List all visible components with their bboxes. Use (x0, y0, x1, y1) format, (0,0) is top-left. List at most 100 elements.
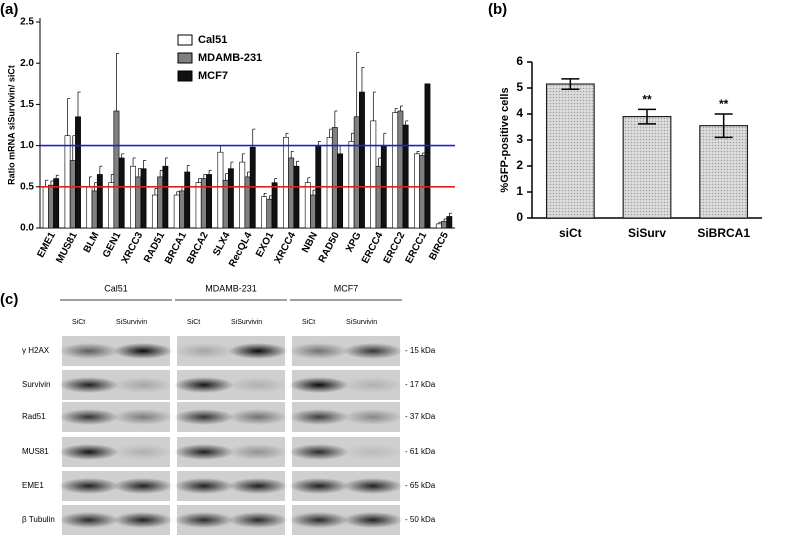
y-tick-label: 1.5 (20, 99, 34, 110)
bar (293, 165, 300, 229)
blot-band (174, 512, 234, 528)
y-tick-label: 1.0 (20, 140, 34, 151)
legend-label: MCF7 (198, 70, 228, 82)
bar (140, 168, 147, 229)
bar (331, 127, 338, 229)
y-tick-label: 0.0 (20, 223, 34, 234)
bar (91, 190, 98, 229)
blot-band (174, 377, 234, 393)
bar (261, 196, 268, 229)
bar (47, 184, 54, 229)
protein-label: EME1 (22, 481, 44, 490)
bar (370, 120, 377, 229)
panel-label: (b) (488, 1, 507, 18)
y-tick-label: 0.5 (20, 181, 34, 192)
size-label: - 50 kDa (405, 515, 436, 524)
y-axis-label: %GFP-positive cells (499, 87, 511, 192)
blot-band (113, 512, 173, 528)
legend-label: Cal51 (198, 34, 227, 46)
bar (446, 216, 453, 229)
blot-band (59, 409, 119, 425)
blot-band (174, 444, 234, 460)
x-tick-label: BIRC5 (427, 230, 451, 262)
bar (108, 182, 115, 229)
significance-mark: ** (719, 97, 729, 111)
bar (130, 165, 136, 229)
cell-line-label: MDAMB-231 (205, 283, 257, 293)
bar (271, 182, 278, 229)
condition-label: SiSurvivin (116, 319, 147, 326)
bar (53, 178, 60, 229)
x-tick-label: EXO1 (254, 230, 276, 259)
bar (545, 83, 595, 219)
blot-band (289, 478, 349, 494)
protein-label: β Tubulin (22, 515, 55, 524)
size-label: - 37 kDa (405, 412, 436, 421)
bar (118, 157, 125, 229)
bar (288, 157, 295, 229)
bar (64, 135, 71, 229)
bar (435, 223, 442, 229)
blot-band (174, 409, 234, 425)
bar (348, 141, 355, 229)
blot-band (228, 343, 288, 359)
blot-band (59, 512, 119, 528)
bar (402, 124, 409, 229)
x-tick-label: ERCC1 (404, 230, 430, 265)
bar (206, 174, 212, 229)
blot-band (59, 377, 119, 393)
blot-band (59, 343, 119, 359)
bar (414, 153, 420, 229)
blot-band (289, 409, 349, 425)
bar-tint (623, 116, 671, 218)
y-tick-label: 1 (516, 184, 523, 198)
bar (353, 116, 360, 229)
legend-label: MDAMB-231 (198, 52, 262, 64)
blot-band (343, 512, 403, 528)
bar (86, 186, 93, 229)
blot-band (228, 444, 288, 460)
condition-label: SiSurvivin (231, 319, 262, 326)
blot-band (343, 409, 403, 425)
cell-line-label: MCF7 (334, 283, 359, 293)
y-tick-label: 4 (516, 106, 523, 120)
y-tick-label: 0 (516, 210, 523, 224)
bar (135, 176, 142, 229)
x-tick-label: BLM (82, 230, 102, 254)
blot-band (174, 478, 234, 494)
x-tick-label: SLX4 (211, 230, 233, 258)
bar (195, 182, 202, 229)
blot-band (113, 409, 173, 425)
bar (217, 151, 224, 229)
blot-band (113, 377, 173, 393)
bar (397, 110, 404, 229)
bar (184, 171, 191, 229)
bar (96, 174, 103, 229)
bar (392, 112, 399, 229)
panel-label: (a) (0, 1, 18, 18)
bar (162, 165, 169, 229)
bar (200, 178, 207, 229)
bar (42, 186, 49, 229)
condition-label: SiSurvivin (346, 319, 377, 326)
condition-label: SiCt (187, 319, 200, 326)
bar (359, 91, 365, 229)
blot-band (113, 343, 173, 359)
blot-band (343, 444, 403, 460)
size-label: - 61 kDa (405, 447, 436, 456)
y-tick-label: 2 (516, 158, 523, 172)
bar (310, 194, 316, 229)
legend-swatch (177, 34, 193, 46)
bar (283, 137, 289, 229)
bar (69, 160, 76, 229)
bar (622, 115, 672, 219)
bar (239, 161, 246, 229)
y-tick-label: 3 (516, 132, 523, 146)
legend-swatch (177, 52, 193, 64)
bar (113, 110, 120, 229)
blot-band (113, 444, 173, 460)
bar (157, 176, 164, 229)
bar (173, 194, 180, 229)
bar (75, 116, 81, 229)
bar-tint (546, 84, 595, 218)
